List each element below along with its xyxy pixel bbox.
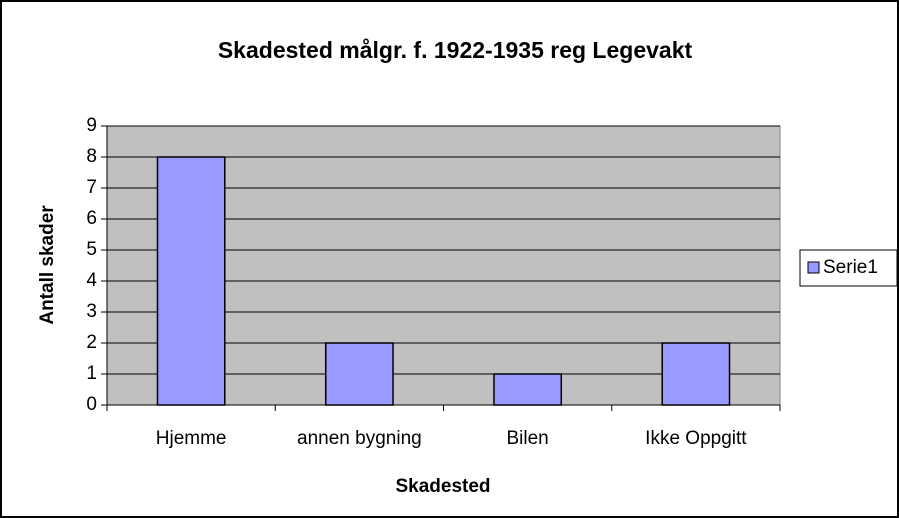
x-tick-label: Bilen	[507, 428, 549, 449]
bar	[324, 342, 394, 406]
chart-title: Skadested målgr. f. 1922-1935 reg Legeva…	[218, 37, 693, 63]
y-tick-label: 5	[86, 239, 97, 260]
x-tick-label: Hjemme	[156, 428, 227, 449]
x-tick-label: Ikke Oppgitt	[645, 428, 747, 449]
y-tick-label: 9	[86, 115, 97, 136]
y-tick-label: 2	[86, 332, 97, 353]
y-tick-label: 8	[86, 146, 97, 167]
y-tick-label: 3	[86, 301, 97, 322]
y-tick-label: 6	[86, 208, 97, 229]
y-tick-label: 4	[86, 270, 97, 291]
x-tick-label: annen bygning	[297, 428, 422, 449]
legend-swatch	[807, 261, 820, 274]
x-axis-label: Skadested	[395, 476, 490, 497]
legend-label: Serie1	[823, 257, 878, 278]
y-tick-label: 7	[86, 177, 97, 198]
bar	[156, 156, 226, 406]
bar	[661, 342, 731, 406]
y-axis-label: Antall skader	[37, 205, 58, 325]
y-tick-label: 0	[86, 394, 97, 415]
y-tick-label: 1	[86, 363, 97, 384]
bar	[493, 373, 563, 406]
